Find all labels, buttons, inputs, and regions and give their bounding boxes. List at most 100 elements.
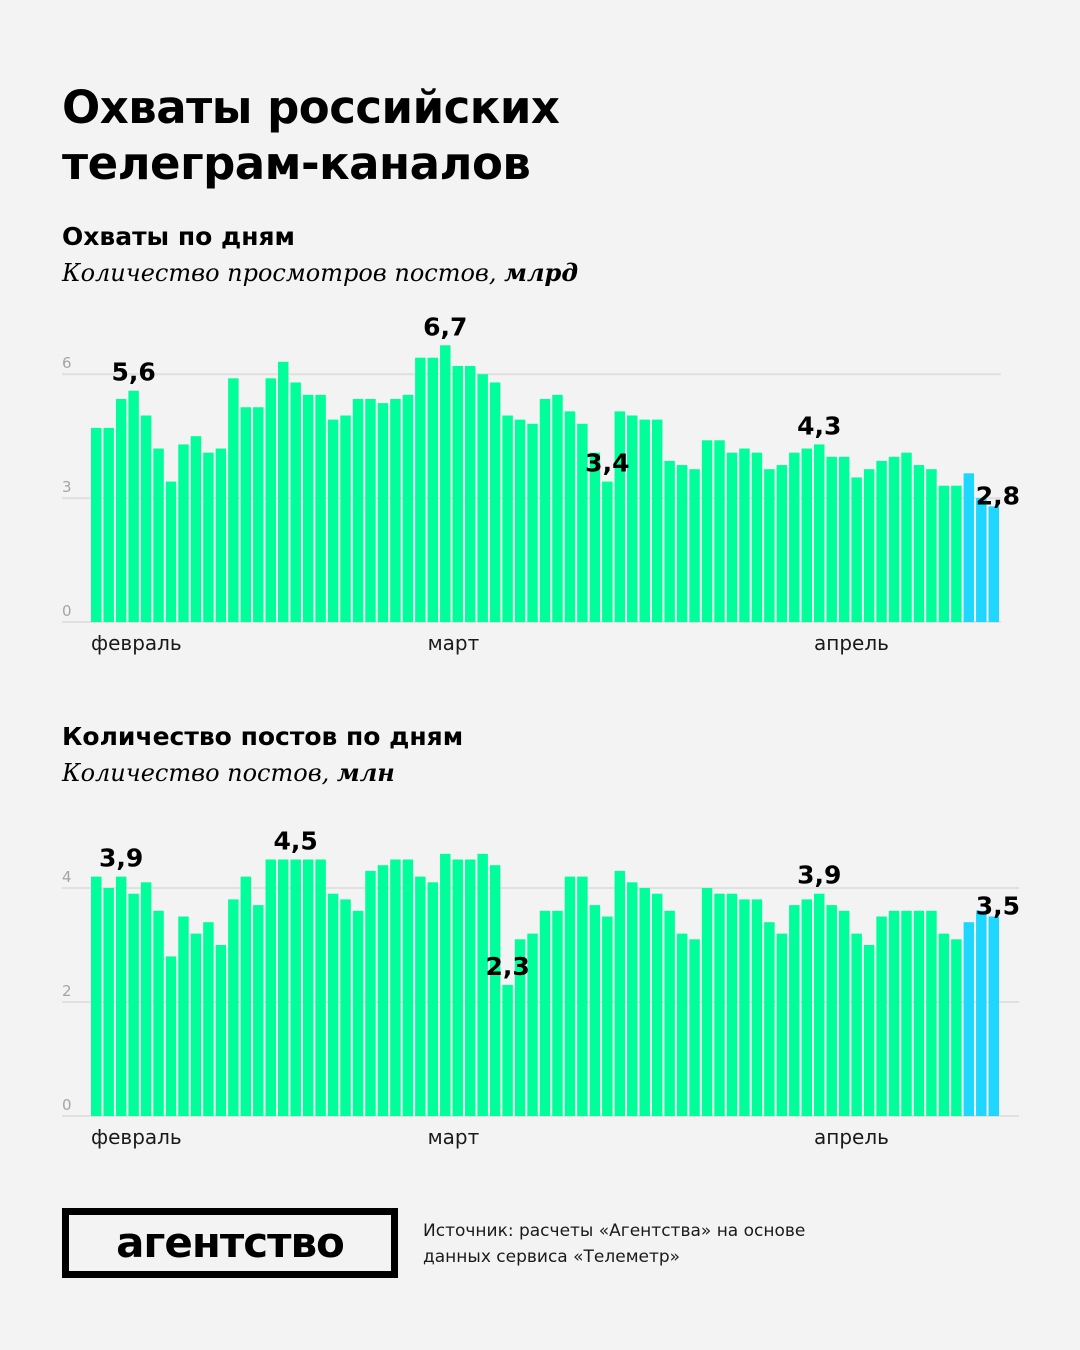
- bar: [888, 456, 900, 622]
- bar: [739, 899, 750, 1116]
- bar: [901, 452, 912, 622]
- bar: [91, 427, 102, 622]
- x-month-label: февраль: [91, 1125, 182, 1149]
- bar: [789, 905, 800, 1116]
- bar: [153, 448, 164, 622]
- bar: [464, 365, 476, 622]
- bar: [315, 394, 326, 622]
- bar: [228, 899, 239, 1116]
- bar: [427, 357, 439, 622]
- bar: [863, 469, 875, 622]
- bar: [988, 506, 999, 622]
- bar: [552, 910, 563, 1116]
- bar: [415, 357, 426, 622]
- bar: [377, 865, 389, 1116]
- bar: [851, 933, 862, 1116]
- bar: [165, 481, 177, 622]
- bar: [988, 916, 999, 1116]
- reach-chart: 0 3 6 февраль март апрель 5,6 6,7 3,4 4,3 2,8: [62, 312, 1020, 655]
- bar: [365, 398, 376, 622]
- bar: [240, 407, 252, 622]
- source-line-2: данных сервиса «Телеметр»: [423, 1247, 681, 1267]
- bar: [277, 361, 289, 622]
- bar: [814, 444, 825, 622]
- bar: [128, 893, 139, 1116]
- bar: [128, 390, 139, 622]
- chart2-subtitle-text: Количество постов,: [62, 759, 337, 787]
- bar: [215, 448, 227, 622]
- bar: [739, 448, 750, 622]
- x-month-label: февраль: [91, 631, 182, 655]
- bar: [951, 939, 962, 1116]
- bar: [190, 933, 202, 1116]
- bar: [290, 382, 301, 622]
- title-line-1: Охваты российских: [62, 81, 560, 134]
- bar: [764, 922, 775, 1116]
- bar: [651, 893, 663, 1116]
- bar: [876, 916, 887, 1116]
- chart1-title: Охваты по дням: [62, 222, 295, 251]
- bar: [863, 945, 875, 1116]
- bar: [589, 452, 601, 622]
- bar: [327, 893, 339, 1116]
- bar: [390, 398, 401, 622]
- bar: [938, 485, 950, 622]
- bar: [602, 916, 613, 1116]
- agentstvo-logo: агентство: [62, 1208, 398, 1278]
- bar: [814, 893, 825, 1116]
- bar: [589, 905, 601, 1116]
- bar: [801, 448, 813, 622]
- bar: [639, 419, 650, 622]
- bar: [701, 440, 713, 622]
- bar: [789, 452, 800, 622]
- bar: [926, 910, 937, 1116]
- bar: [614, 870, 626, 1116]
- bar: [539, 910, 551, 1116]
- bar: [689, 939, 700, 1116]
- bar: [253, 407, 264, 622]
- bar: [527, 933, 538, 1116]
- bar: [327, 419, 339, 622]
- bar: [103, 427, 114, 622]
- chart2-subtitle-unit: млн: [336, 758, 395, 787]
- bar: [315, 859, 326, 1116]
- bar: [489, 382, 501, 622]
- bar: [639, 888, 650, 1116]
- bar: [253, 905, 264, 1116]
- bar: [926, 469, 937, 622]
- bar: [764, 469, 775, 622]
- data-label: 4,3: [797, 411, 841, 440]
- bar: [265, 859, 276, 1116]
- bar: [614, 411, 626, 622]
- bar: [352, 398, 364, 622]
- bar: [838, 910, 850, 1116]
- bar: [228, 378, 239, 622]
- bar: [165, 956, 177, 1116]
- bar: [751, 899, 763, 1116]
- y-tick-label: 2: [62, 982, 72, 1000]
- bar: [502, 984, 513, 1116]
- bar: [801, 899, 813, 1116]
- bar: [577, 423, 588, 622]
- bar: [913, 465, 925, 622]
- bar: [627, 415, 638, 622]
- x-month-label: апрель: [814, 1125, 889, 1149]
- bar: [377, 403, 389, 622]
- chart2-subtitle: Количество постов, млн: [62, 758, 395, 787]
- title-line-2: телеграм-каналов: [62, 137, 531, 190]
- bar: [901, 910, 912, 1116]
- bar: [913, 910, 925, 1116]
- bar: [514, 419, 526, 622]
- bar: [415, 876, 426, 1116]
- source-line-1: Источник: расчеты «Агентства» на основе: [423, 1221, 806, 1241]
- bar: [440, 345, 451, 622]
- bar: [464, 859, 476, 1116]
- bar: [302, 859, 314, 1116]
- bar: [938, 933, 950, 1116]
- bar: [714, 440, 725, 622]
- bar: [726, 452, 738, 622]
- x-month-label: апрель: [814, 631, 889, 655]
- bar: [340, 415, 351, 622]
- bar: [627, 882, 638, 1116]
- bar: [701, 888, 713, 1116]
